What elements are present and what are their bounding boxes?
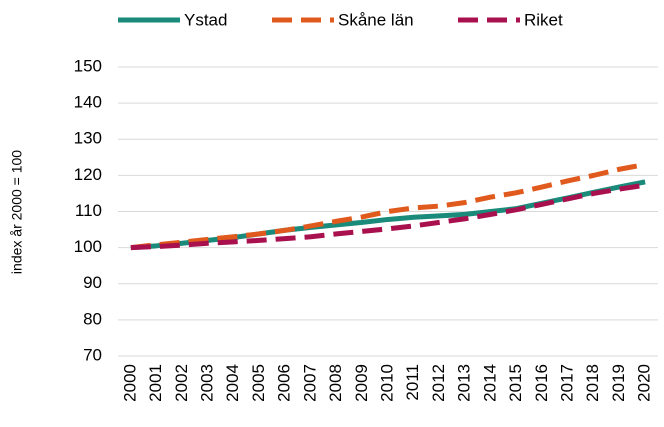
y-tick-label: 150 <box>74 56 102 75</box>
series-line <box>130 179 646 251</box>
x-tick-label: 2004 <box>223 364 242 402</box>
x-tick-label: 2019 <box>609 364 628 402</box>
y-tick-label: 90 <box>83 273 102 292</box>
y-axis-label: index år 2000 = 100 <box>9 150 25 274</box>
y-tick-label: 120 <box>74 165 102 184</box>
y-tick-label: 80 <box>83 309 102 328</box>
series-line <box>130 162 646 251</box>
legend-label: Ystad <box>184 10 227 29</box>
x-tick-label: 2020 <box>635 364 654 402</box>
y-tick-label: 140 <box>74 93 102 112</box>
y-tick-label: 70 <box>83 345 102 364</box>
x-tick-label: 2015 <box>506 364 525 402</box>
x-tick-label: 2018 <box>583 364 602 402</box>
y-tick-label: 130 <box>74 129 102 148</box>
x-tick-label: 2003 <box>197 364 216 402</box>
x-tick-label: 2001 <box>146 364 165 402</box>
x-tick-label: 2011 <box>403 364 422 401</box>
x-tick-label: 2013 <box>455 364 474 402</box>
legend-label: Skåne län <box>338 10 414 29</box>
x-tick-label: 2010 <box>377 364 396 402</box>
x-tick-label: 2006 <box>275 364 294 402</box>
x-tick-label: 2009 <box>352 364 371 402</box>
legend-label: Riket <box>524 10 563 29</box>
x-tick-label: 2002 <box>172 364 191 402</box>
x-tick-label: 2014 <box>480 364 499 402</box>
x-tick-label: 2007 <box>300 364 319 402</box>
x-tick-label: 2017 <box>557 364 576 402</box>
x-tick-label: 2000 <box>120 364 139 402</box>
y-tick-label: 110 <box>75 201 102 220</box>
x-tick-label: 2008 <box>326 364 345 402</box>
y-tick-label: 100 <box>74 237 102 256</box>
x-tick-label: 2012 <box>429 364 448 402</box>
x-tick-label: 2005 <box>249 364 268 402</box>
x-tick-label: 2016 <box>532 364 551 402</box>
